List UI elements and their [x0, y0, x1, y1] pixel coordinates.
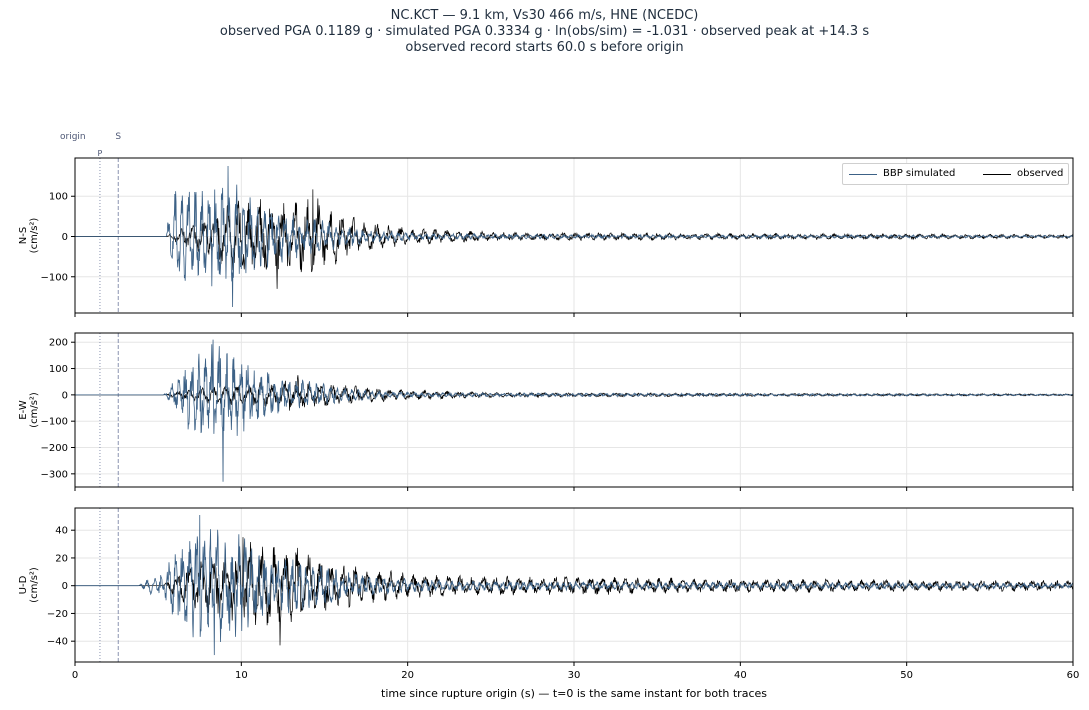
panel-n-s: −100 0 100 N-S(cm/s²) — [18, 157, 1074, 317]
s-marker-label: S — [115, 132, 121, 142]
legend-label-simulated: BBP simulated — [883, 168, 956, 179]
y-tick-label: −200 — [41, 443, 68, 454]
y-axis-label-line: (cm/s²) — [29, 392, 40, 428]
y-axis-label-line: E-W — [18, 400, 29, 420]
chart-title-line-2: observed PGA 0.1189 g · simulated PGA 0.… — [219, 24, 870, 39]
simulated-trace-u-d — [75, 514, 1073, 656]
x-tick-label: 40 — [734, 670, 747, 681]
y-tick-label: 40 — [55, 526, 68, 537]
y-tick-label: 0 — [62, 581, 68, 592]
origin-marker-label: origin — [60, 132, 86, 142]
panel-e-w: −300 −200 −100 0 100 200 E-W(cm/s²) — [18, 332, 1074, 491]
legend-swatch-observed — [983, 174, 1011, 175]
y-axis-label-line: U-D — [18, 575, 29, 594]
y-tick-label: 20 — [55, 553, 68, 564]
x-tick-label: 60 — [1067, 670, 1080, 681]
legend-label-observed: observed — [1017, 168, 1064, 179]
y-tick-label: −20 — [47, 609, 68, 620]
y-axis-label-line: N-S — [18, 227, 29, 244]
x-tick-label: 20 — [401, 670, 414, 681]
x-axis-label: time since rupture origin (s) — t=0 is t… — [381, 687, 767, 700]
y-axis-label-line: (cm/s²) — [29, 567, 40, 603]
y-tick-label: 100 — [49, 192, 68, 203]
x-tick-label: 10 — [235, 670, 248, 681]
p-marker-label: P — [98, 149, 103, 158]
x-tick-label: 50 — [900, 670, 913, 681]
y-tick-label: −100 — [41, 272, 68, 283]
observed-trace-n-s — [75, 189, 1073, 289]
chart-title-line-3: observed record starts 60.0 s before ori… — [405, 40, 684, 55]
panel-u-d: −40 −20 0 20 40 0 10 20 30 40 50 60 U-D(cm/s²) — [18, 507, 1080, 681]
legend-swatch-simulated — [849, 174, 877, 175]
simulated-trace-e-w — [75, 339, 1073, 482]
y-tick-label: −300 — [41, 469, 68, 480]
y-tick-label: 200 — [49, 338, 68, 349]
y-tick-label: −40 — [47, 637, 68, 648]
y-axis-label-line: (cm/s²) — [29, 218, 40, 254]
y-tick-label: 0 — [62, 232, 68, 243]
chart-legend: BBP simulated observed — [842, 163, 1069, 185]
y-axis-label: U-D(cm/s²) — [18, 567, 40, 603]
x-tick-label: 30 — [568, 670, 581, 681]
y-axis-label: N-S(cm/s²) — [18, 218, 40, 254]
simulated-trace-n-s — [75, 166, 1073, 307]
y-axis-label: E-W(cm/s²) — [18, 392, 40, 428]
y-tick-label: 100 — [49, 364, 68, 375]
chart-title-line-1: NC.KCT — 9.1 km, Vs30 466 m/s, HNE (NCED… — [390, 8, 699, 23]
y-tick-label: 0 — [62, 390, 68, 401]
x-tick-label: 0 — [72, 670, 78, 681]
y-tick-label: −100 — [41, 417, 68, 428]
